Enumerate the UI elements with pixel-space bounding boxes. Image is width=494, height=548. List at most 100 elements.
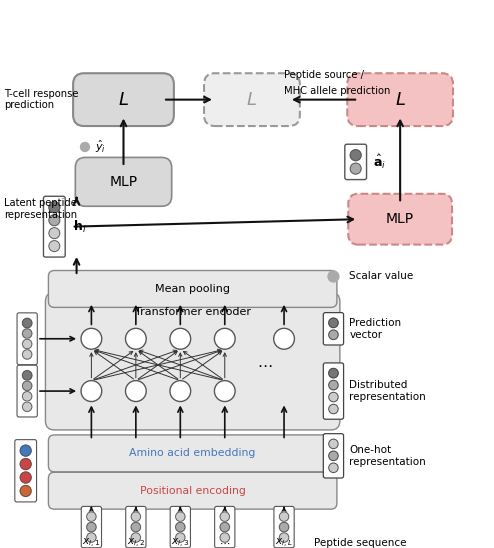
FancyBboxPatch shape [17, 313, 38, 364]
Text: Peptide sequence: Peptide sequence [314, 538, 406, 548]
Circle shape [279, 533, 288, 543]
Circle shape [328, 271, 339, 282]
Circle shape [23, 381, 32, 391]
FancyBboxPatch shape [73, 73, 174, 126]
Text: $L$: $L$ [118, 90, 129, 109]
Circle shape [329, 451, 338, 460]
Circle shape [279, 522, 288, 532]
FancyBboxPatch shape [170, 506, 190, 548]
Text: T-cell response
prediction: T-cell response prediction [4, 89, 79, 111]
Text: $\hat{\mathbf{a}}_i$: $\hat{\mathbf{a}}_i$ [373, 153, 386, 171]
Circle shape [131, 522, 141, 532]
FancyBboxPatch shape [48, 435, 337, 472]
Circle shape [175, 512, 185, 521]
FancyBboxPatch shape [17, 365, 38, 417]
FancyBboxPatch shape [323, 363, 344, 419]
Circle shape [20, 486, 31, 496]
Circle shape [49, 227, 60, 238]
Circle shape [220, 533, 229, 543]
Circle shape [170, 328, 191, 349]
Circle shape [175, 533, 185, 543]
Circle shape [125, 381, 146, 402]
Text: MLP: MLP [386, 212, 414, 226]
FancyBboxPatch shape [45, 293, 340, 430]
Text: MLP: MLP [110, 175, 137, 189]
Text: Amino acid embedding: Amino acid embedding [129, 448, 256, 458]
Circle shape [87, 522, 96, 532]
Text: Prediction
vector: Prediction vector [349, 318, 402, 340]
Text: Mean pooling: Mean pooling [155, 284, 230, 294]
Text: Transformer encoder: Transformer encoder [135, 307, 250, 317]
FancyBboxPatch shape [125, 506, 146, 548]
Circle shape [329, 404, 338, 414]
Circle shape [87, 512, 96, 521]
Circle shape [131, 533, 141, 543]
FancyBboxPatch shape [274, 506, 294, 548]
FancyBboxPatch shape [214, 506, 235, 548]
Circle shape [81, 328, 102, 349]
Text: $\cdots$: $\cdots$ [256, 357, 272, 373]
Circle shape [350, 163, 361, 174]
Circle shape [214, 328, 235, 349]
Circle shape [125, 328, 146, 349]
Circle shape [81, 381, 102, 402]
FancyBboxPatch shape [43, 196, 65, 257]
Circle shape [220, 522, 229, 532]
Circle shape [23, 329, 32, 338]
Text: One-hot
representation: One-hot representation [349, 445, 426, 467]
Circle shape [329, 380, 338, 390]
Text: $x_{i,2}$: $x_{i,2}$ [127, 536, 145, 548]
FancyBboxPatch shape [347, 73, 453, 126]
Circle shape [329, 318, 338, 328]
Circle shape [20, 472, 31, 483]
FancyBboxPatch shape [76, 157, 172, 206]
Circle shape [329, 439, 338, 449]
Text: Distributed
representation: Distributed representation [349, 380, 426, 402]
Text: $\cdots$: $\cdots$ [219, 538, 230, 548]
Circle shape [329, 368, 338, 378]
Text: $\mathbf{h}_i$: $\mathbf{h}_i$ [73, 219, 86, 235]
Text: Peptide source /: Peptide source / [284, 70, 364, 79]
Text: $L$: $L$ [395, 90, 406, 109]
Circle shape [49, 202, 60, 213]
Circle shape [49, 215, 60, 226]
Circle shape [274, 328, 294, 349]
Circle shape [23, 402, 32, 412]
Text: MHC allele prediction: MHC allele prediction [284, 85, 390, 96]
Circle shape [329, 392, 338, 402]
Text: Positional encoding: Positional encoding [140, 486, 246, 496]
Circle shape [49, 241, 60, 252]
FancyBboxPatch shape [15, 439, 37, 502]
Text: $x_{i,3}$: $x_{i,3}$ [171, 536, 189, 548]
FancyBboxPatch shape [204, 73, 300, 126]
Circle shape [131, 512, 141, 521]
Text: $L$: $L$ [247, 90, 257, 109]
Circle shape [279, 512, 288, 521]
Text: $x_{i,L}$: $x_{i,L}$ [275, 536, 293, 548]
Circle shape [23, 339, 32, 349]
Circle shape [23, 392, 32, 401]
Circle shape [214, 381, 235, 402]
Circle shape [20, 459, 31, 470]
Circle shape [350, 150, 361, 161]
FancyBboxPatch shape [345, 144, 367, 180]
FancyBboxPatch shape [348, 194, 452, 244]
FancyBboxPatch shape [81, 506, 102, 548]
Circle shape [23, 318, 32, 328]
Text: $x_{i,1}$: $x_{i,1}$ [82, 536, 100, 548]
Text: Scalar value: Scalar value [349, 271, 413, 282]
FancyBboxPatch shape [48, 472, 337, 509]
Circle shape [170, 381, 191, 402]
Circle shape [20, 445, 31, 456]
FancyBboxPatch shape [48, 271, 337, 307]
Circle shape [175, 522, 185, 532]
Circle shape [329, 330, 338, 340]
Text: $\hat{y}_i$: $\hat{y}_i$ [95, 139, 106, 155]
Circle shape [220, 512, 229, 521]
Circle shape [81, 142, 89, 151]
Circle shape [87, 533, 96, 543]
Circle shape [23, 350, 32, 359]
Circle shape [23, 370, 32, 380]
FancyBboxPatch shape [323, 312, 344, 345]
Circle shape [329, 463, 338, 472]
